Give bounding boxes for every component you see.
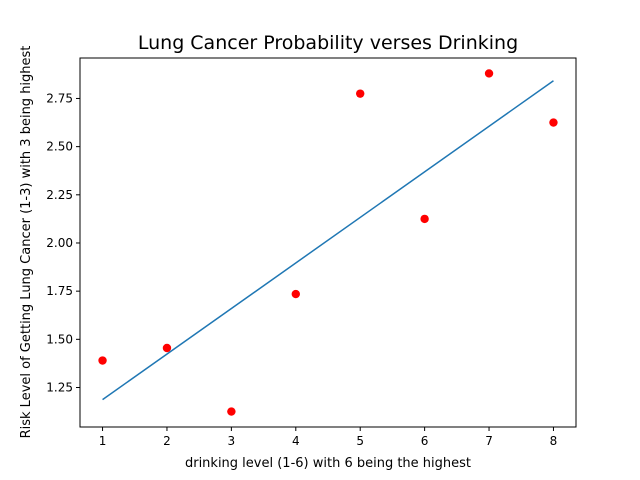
scatter-point	[420, 214, 429, 224]
fit-line	[102, 80, 554, 401]
y-tick-label: 1.75	[46, 284, 73, 298]
x-tick-label: 7	[485, 434, 493, 448]
x-tick-label: 2	[163, 434, 171, 448]
y-tick-label: 2.75	[46, 91, 73, 105]
plot-area	[79, 57, 577, 428]
scatter-point	[291, 289, 300, 299]
x-axis-label: drinking level (1-6) with 6 being the hi…	[185, 456, 471, 471]
x-tick-label: 6	[421, 434, 429, 448]
scatter-point	[549, 118, 558, 127]
x-tick-label: 4	[292, 434, 300, 448]
y-tick-label: 1.50	[46, 332, 73, 346]
scatter-point	[227, 407, 236, 416]
x-tick-label: 3	[228, 434, 236, 448]
y-tick-label: 1.25	[46, 380, 73, 394]
y-axis-label: Risk Level of Getting Lung Cancer (1-3) …	[19, 46, 34, 439]
chart-title: Lung Cancer Probability verses Drinking	[138, 32, 518, 54]
y-axis-ticks: 1.25 1.50 1.75 2.00 2.25 2.50 2.75	[46, 91, 80, 394]
x-tick-label: 8	[550, 434, 558, 448]
x-tick-label: 1	[99, 434, 107, 448]
y-tick-label: 2.25	[46, 188, 73, 202]
series-layer	[98, 69, 558, 416]
scatter-point	[98, 356, 107, 365]
scatter-point	[484, 69, 494, 78]
x-axis-ticks: 1 2 3 4 5 6 7 8	[99, 427, 558, 448]
y-tick-label: 2.50	[46, 140, 73, 154]
y-tick-label: 2.00	[46, 236, 73, 250]
scatter-point	[356, 89, 365, 98]
x-tick-label: 5	[356, 434, 364, 448]
scatter-point	[162, 343, 172, 353]
